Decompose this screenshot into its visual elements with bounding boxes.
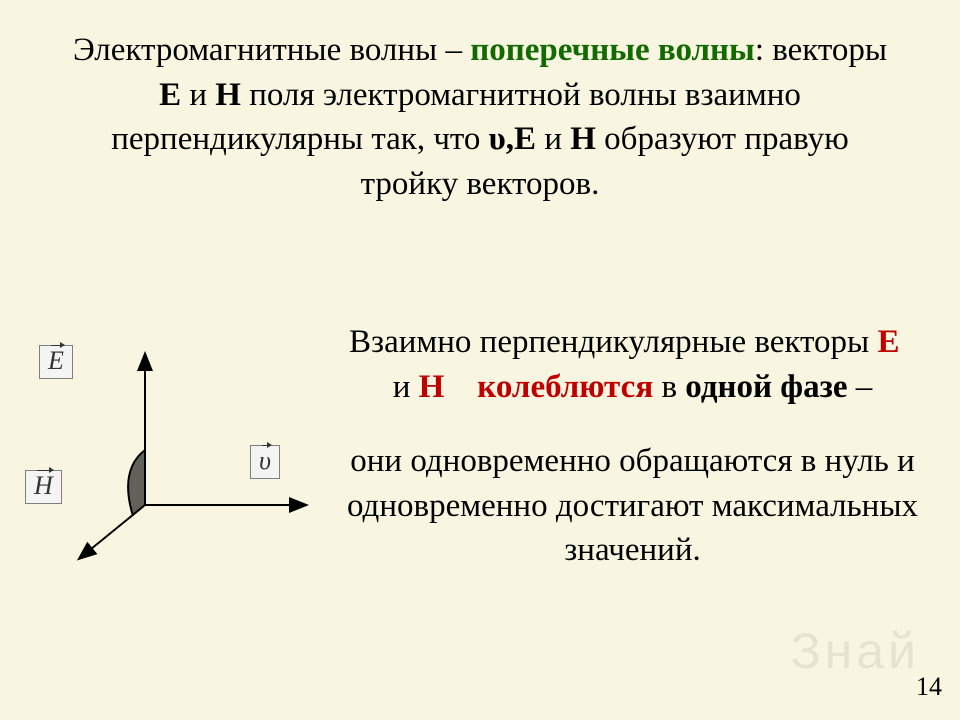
vector-diagram: E H υ (25, 330, 320, 565)
text: Электромагнитные волны – (73, 32, 470, 68)
vector-label-v: υ (250, 445, 280, 479)
oscillate-word: колеблются (477, 369, 653, 405)
paragraph-perpendicular: Взаимно перпендикулярные векторы Е и Н к… (345, 320, 920, 409)
watermark: Знай (790, 622, 920, 680)
paragraph-simultaneous: они одновременно обращаются в нуль и одн… (345, 439, 920, 573)
vector-h-red: Н (419, 369, 445, 405)
text: и (536, 121, 570, 157)
slide: Электромагнитные волны – поперечные волн… (0, 0, 960, 720)
text: – (848, 369, 873, 405)
vector-v-e: υ,Е (489, 121, 536, 157)
same-phase: одной фазе (685, 369, 847, 405)
text: Взаимно перпендикулярные векторы (349, 324, 877, 360)
right-column: Взаимно перпендикулярные векторы Е и Н к… (345, 320, 920, 573)
text: в (653, 369, 685, 405)
vector-h2: Н (570, 121, 596, 157)
vector-label-e: E (39, 345, 73, 379)
text (444, 369, 477, 405)
vector-e: Е (159, 77, 181, 113)
text: : векторы (755, 32, 887, 68)
vector-label-h: H (25, 470, 62, 504)
top-paragraph: Электромагнитные волны – поперечные волн… (60, 28, 900, 206)
text: и (181, 77, 215, 113)
vector-h: Н (215, 77, 241, 113)
term-transverse-waves: поперечные волны (470, 32, 755, 68)
page-number: 14 (916, 672, 942, 702)
vector-e-red: Е (877, 324, 899, 360)
